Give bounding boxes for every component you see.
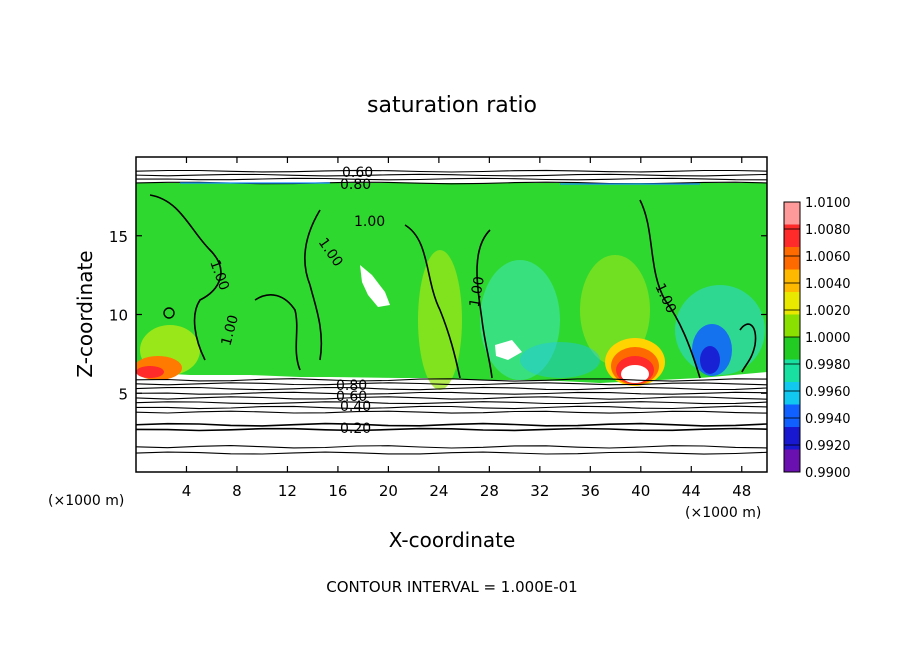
fill-top-edge xyxy=(180,182,700,185)
x-unit-label-right: (×1000 m) xyxy=(685,505,761,521)
contour-line-lower xyxy=(136,445,767,449)
contour-label: 0.80 xyxy=(340,177,371,193)
contour-line-lower xyxy=(136,401,767,405)
contour-label: 1.00 xyxy=(467,275,488,308)
y-tick-label: 15 xyxy=(109,228,128,246)
contour-label: 0.60 xyxy=(342,165,373,181)
contour-line-lower xyxy=(136,427,767,432)
contour-1-00-b xyxy=(304,209,323,361)
contour-line-lower xyxy=(136,422,767,427)
colorbar-segment xyxy=(784,449,800,473)
plot-area xyxy=(136,157,767,472)
colorbar-segment xyxy=(784,314,800,338)
x-unit-label-left: (×1000 m) xyxy=(48,493,124,509)
contour-line-lower xyxy=(136,410,767,414)
colorbar-label: 1.0100 xyxy=(805,196,851,211)
colorbar-segment xyxy=(784,292,800,315)
plume-yellow-1 xyxy=(418,250,462,390)
contour-1-00-d xyxy=(476,229,493,379)
x-tick-label: 36 xyxy=(581,482,600,500)
contour-label: 0.60 xyxy=(336,389,367,405)
contour-line-lower xyxy=(136,386,767,391)
contour-line-upper xyxy=(136,169,767,173)
x-tick-label: 20 xyxy=(379,482,398,500)
contour-line-lower xyxy=(136,391,767,395)
hole-white-2 xyxy=(495,340,522,360)
x-tick-label: 32 xyxy=(530,482,549,500)
x-tick-label: 4 xyxy=(182,482,192,500)
contour-line-lower xyxy=(136,451,767,455)
colorbar-segment xyxy=(784,224,800,248)
x-axis-label: X-coordinate xyxy=(389,528,516,552)
y-tick-label: 10 xyxy=(109,307,128,325)
chart-title: saturation ratio xyxy=(367,93,537,118)
lower-contours xyxy=(136,378,767,455)
patch-blue-2 xyxy=(700,346,720,374)
colorbar-label: 0.9940 xyxy=(805,412,851,427)
colorbar-segment xyxy=(784,427,800,450)
x-tick-label: 12 xyxy=(278,482,297,500)
colorbar-label: 1.0080 xyxy=(805,223,851,238)
contour-line-lower xyxy=(136,378,767,382)
contour-label: 1.00 xyxy=(219,313,243,347)
x-tick-label: 8 xyxy=(232,482,242,500)
colorbar-label: 1.0040 xyxy=(805,277,851,292)
x-tick-label: 44 xyxy=(682,482,701,500)
contour-1-00-c xyxy=(404,224,461,379)
x-tick-label: 48 xyxy=(732,482,751,500)
contour-interval-note: CONTOUR INTERVAL = 1.000E-01 xyxy=(326,578,577,596)
colorbar-segment xyxy=(784,337,800,360)
hotspot-white-40k xyxy=(621,365,649,383)
contour-line-upper xyxy=(136,173,767,177)
hole-white-1 xyxy=(360,265,390,307)
contour-line-lower xyxy=(136,396,767,400)
colorbar-label: 1.0020 xyxy=(805,304,851,319)
patch-cyan-3 xyxy=(520,342,600,378)
colorbar-label: 0.9980 xyxy=(805,358,851,373)
y-axis-label: Z-coordinate xyxy=(73,250,97,377)
colorbar-segment xyxy=(784,404,800,428)
hotspot-red-left xyxy=(136,366,164,378)
colorbar-segment xyxy=(784,247,800,270)
y-axis: 5 10 15 xyxy=(109,228,767,403)
contour-1-00-ring xyxy=(163,307,175,319)
contour-label: 0.80 xyxy=(336,378,367,394)
colorbar: 1.0100 1.0080 1.0060 1.0040 1.0020 1.0000 0.99… xyxy=(783,196,851,481)
x-tick-label: 16 xyxy=(328,482,347,500)
x-tick-label: 28 xyxy=(480,482,499,500)
contour-1-00-f xyxy=(254,294,301,371)
plume-yellow-2 xyxy=(580,255,650,365)
colorbar-label: 0.9960 xyxy=(805,385,851,400)
colorbar-label: 1.0000 xyxy=(805,331,851,346)
contour-label: 0.40 xyxy=(340,399,371,415)
x-tick-label: 40 xyxy=(631,482,650,500)
contour-1-00-g xyxy=(739,323,757,373)
x-tick-label: 24 xyxy=(429,482,448,500)
contour-label: 0.20 xyxy=(340,421,371,437)
contour-line-upper xyxy=(136,177,767,181)
contour-1-00-a xyxy=(149,194,222,361)
colorbar-segment xyxy=(784,269,800,293)
contour-line-lower xyxy=(136,405,767,410)
contour-label: 1.00 xyxy=(354,214,385,230)
y-tick-label: 5 xyxy=(118,385,128,403)
colorbar-segment xyxy=(784,359,800,383)
contour-line-lower xyxy=(136,382,767,386)
colorbar-label: 0.9900 xyxy=(805,466,851,481)
contour-1-00-e xyxy=(639,199,701,379)
colorbar-label: 0.9920 xyxy=(805,439,851,454)
colorbar-segment xyxy=(784,202,800,225)
colorbar-segment xyxy=(784,382,800,405)
colorbar-label: 1.0060 xyxy=(805,250,851,265)
x-axis: 4 8 12 16 20 24 28 32 36 40 44 48 xyxy=(182,157,751,500)
